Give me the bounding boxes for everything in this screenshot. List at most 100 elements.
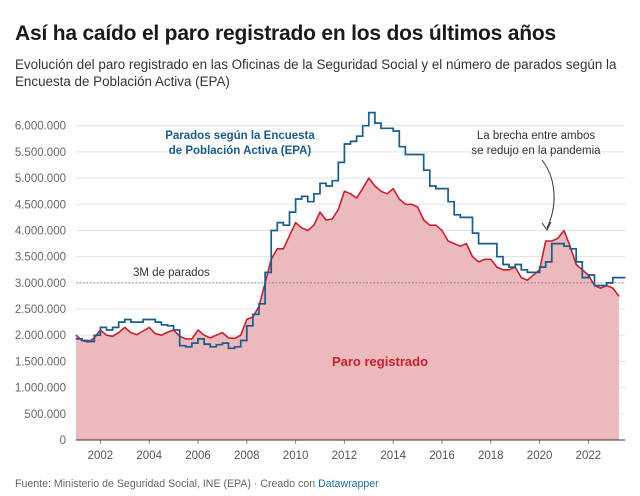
- chart-footer: Fuente: Ministerio de Seguridad Social, …: [15, 478, 379, 490]
- paro-registrado-point: [148, 326, 150, 328]
- epa-point: [221, 342, 223, 344]
- paro-registrado-point: [160, 334, 162, 336]
- paro-registrado-point: [331, 218, 333, 220]
- area-layer: [76, 178, 619, 440]
- y-tick-label: 4.000.000: [15, 225, 66, 237]
- paro-registrado-point: [478, 261, 480, 263]
- paro-registrado-point: [551, 240, 553, 242]
- epa-point: [209, 346, 211, 348]
- epa-point: [417, 153, 419, 156]
- x-tick-label: 2012: [332, 450, 358, 462]
- paro-registrado-point: [75, 334, 77, 336]
- paro-registrado-point: [575, 263, 577, 266]
- paro-registrado-point: [557, 237, 559, 239]
- paro-registrado-point: [197, 329, 199, 331]
- paro-registrado-point: [349, 193, 352, 195]
- paro-registrado-point: [410, 203, 413, 205]
- epa-point: [392, 130, 394, 132]
- y-tick-label: 500.000: [24, 409, 66, 421]
- epa-point: [490, 243, 492, 245]
- paro-registrado-point: [325, 219, 327, 221]
- epa-point: [563, 245, 565, 247]
- epa-point: [124, 318, 126, 321]
- epa-point: [410, 153, 413, 156]
- epa-point: [313, 193, 315, 195]
- x-tick-label: 2016: [429, 450, 455, 462]
- epa-point: [496, 256, 498, 258]
- epa-point: [520, 269, 522, 271]
- epa-point: [368, 112, 370, 114]
- paro-registrado-point: [508, 269, 510, 271]
- epa-point: [362, 125, 364, 127]
- paro-registrado-point: [563, 229, 565, 232]
- paro-registrado-point: [221, 332, 223, 334]
- paro-registrado-point: [112, 335, 114, 337]
- paro-registrado-point: [502, 269, 504, 271]
- epa-point: [87, 340, 89, 343]
- y-tick-label: 6.000.000: [15, 121, 66, 133]
- paro-registrado-point: [429, 224, 431, 226]
- annotation-line2: se redujo en la pandemia: [471, 145, 601, 157]
- epa-point: [593, 284, 596, 287]
- epa-point: [581, 277, 583, 279]
- epa-point: [471, 232, 474, 234]
- epa-point: [569, 248, 571, 250]
- epa-point: [453, 214, 455, 216]
- epa-point: [374, 122, 376, 124]
- paro-registrado-point: [154, 333, 156, 335]
- chart-svg: 3M de parados 0 500.000 1.000.000 1.500.000…: [15, 111, 626, 462]
- y-tick-label: 4.500.000: [15, 199, 66, 211]
- paro-registrado-point: [484, 258, 486, 260]
- epa-point: [575, 261, 577, 263]
- y-tick-label: 3.000.000: [15, 278, 66, 290]
- paro-registrado-point: [282, 248, 284, 250]
- paro-registrado-point: [276, 248, 278, 250]
- paro-registrado-area: [76, 178, 619, 440]
- epa-point: [173, 329, 175, 331]
- epa-point: [246, 325, 248, 327]
- annotation-arrow-head: [541, 221, 552, 231]
- epa-point: [282, 224, 284, 226]
- epa-point: [319, 182, 321, 184]
- epa-point: [81, 339, 83, 342]
- paro-registrado-point: [142, 330, 144, 332]
- y-tick-label: 5.000.000: [15, 173, 66, 185]
- paro-registrado-label: Paro registrado: [332, 354, 428, 369]
- paro-registrado-point: [545, 240, 547, 242]
- paro-registrado-point: [136, 334, 138, 336]
- epa-point: [526, 271, 529, 273]
- footer-tool-link[interactable]: Datawrapper: [318, 478, 379, 490]
- epa-point: [160, 324, 162, 326]
- epa-point: [551, 243, 553, 245]
- epa-series-label-line2: de Población Activa (EPA): [169, 145, 312, 157]
- epa-series-label-line1: Parados según la Encuesta: [165, 130, 315, 142]
- epa-point: [227, 347, 230, 349]
- epa-point: [514, 263, 516, 266]
- paro-registrado-point: [612, 287, 614, 289]
- paro-registrado-point: [105, 334, 108, 336]
- epa-point: [447, 201, 449, 203]
- paro-registrado-point: [368, 177, 370, 179]
- epa-point: [618, 277, 620, 279]
- epa-point: [105, 329, 108, 331]
- epa-point: [136, 321, 138, 323]
- y-tick-label: 2.000.000: [15, 330, 66, 342]
- chart-subtitle: Evolución del paro registrado en las Ofi…: [15, 57, 617, 89]
- paro-registrado-point: [447, 240, 449, 242]
- epa-point: [356, 135, 358, 137]
- paro-registrado-point: [520, 277, 522, 279]
- paro-registrado-point: [618, 295, 620, 297]
- annotation-line1: La brecha entre ambos: [477, 130, 596, 142]
- paro-registrado-point: [337, 208, 339, 211]
- x-tick-label: 2014: [380, 450, 406, 462]
- y-tick-label: 0: [60, 435, 66, 447]
- paro-registrado-point: [471, 256, 474, 258]
- epa-point: [185, 346, 187, 348]
- epa-point: [197, 338, 199, 340]
- epa-point: [288, 211, 291, 213]
- x-tick-label: 2008: [234, 450, 260, 462]
- paro-registrado-point: [288, 235, 291, 237]
- paro-registrado-point: [532, 274, 535, 276]
- paro-registrado-point: [392, 188, 394, 190]
